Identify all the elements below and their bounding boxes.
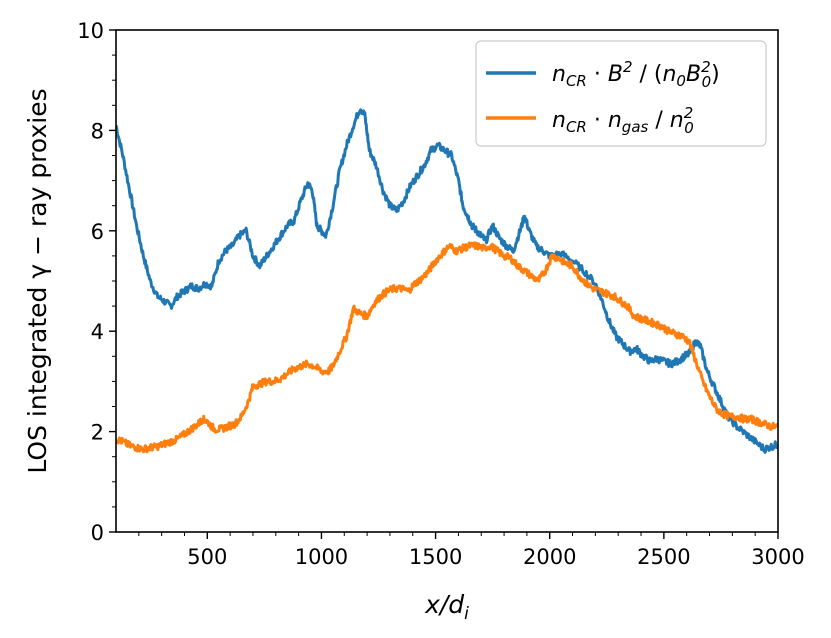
x-tick-label: 500 bbox=[187, 545, 227, 569]
x-axis-label-main: x bbox=[424, 590, 440, 619]
x-tick-label: 2000 bbox=[523, 545, 576, 569]
x-tick-label: 1500 bbox=[409, 545, 462, 569]
y-tick-label: 10 bbox=[77, 19, 104, 43]
x-axis-label-sub: i bbox=[464, 604, 469, 624]
x-tick-label: 2500 bbox=[637, 545, 690, 569]
series-line-cr-gas bbox=[116, 241, 778, 454]
x-tick-label: 3000 bbox=[751, 545, 804, 569]
x-axis: 500 1000 1500 2000 2500 3000 bbox=[138, 532, 805, 569]
y-tick-label: 0 bbox=[91, 521, 104, 545]
plot-lines bbox=[116, 108, 778, 454]
y-axis: 0 2 4 6 8 10 bbox=[77, 19, 116, 545]
legend-box bbox=[475, 40, 767, 147]
y-tick-label: 4 bbox=[91, 320, 104, 344]
y-axis-label: LOS integrated γ − ray proxies bbox=[23, 88, 52, 473]
series-line-cr-b2 bbox=[116, 108, 778, 454]
y-tick-label: 8 bbox=[91, 119, 104, 143]
y-tick-label: 2 bbox=[91, 421, 104, 445]
x-axis-label: x/di bbox=[424, 590, 469, 624]
y-tick-label: 6 bbox=[91, 220, 104, 244]
x-tick-label: 1000 bbox=[295, 545, 348, 569]
legend: nCR · B2 / (n0B2 0) nCR · ngas / n2 0 bbox=[475, 40, 767, 147]
